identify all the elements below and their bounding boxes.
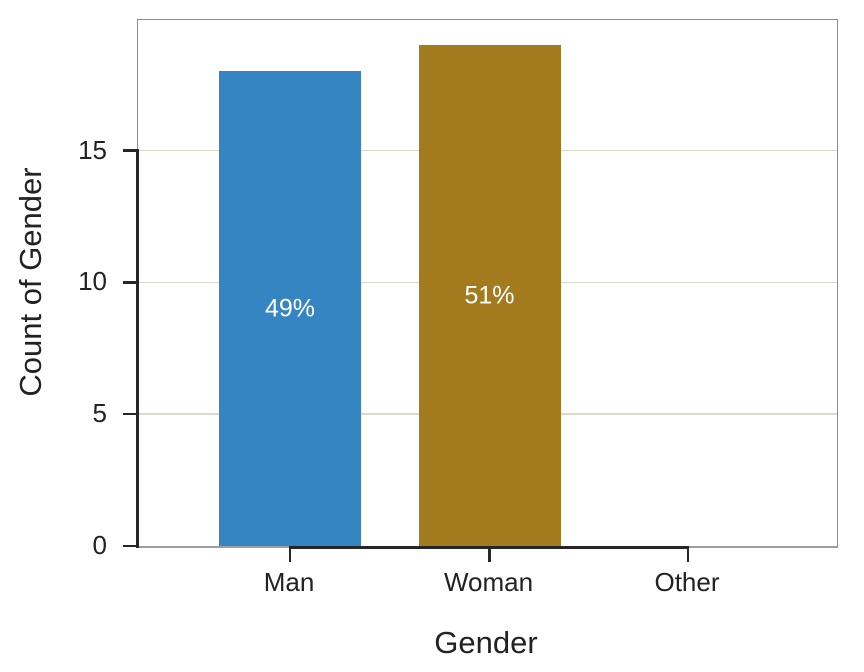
x-axis-title: Gender [434, 625, 538, 660]
bar-label-woman: 51% [464, 281, 515, 310]
y-tick-label-15: 15 [78, 134, 107, 165]
y-tick-0 [123, 544, 136, 548]
y-tick-10 [123, 281, 136, 284]
bar-man [219, 71, 361, 546]
x-tick-label-woman: Woman [443, 567, 534, 597]
x-tick-label-man: Man [263, 567, 315, 597]
bar-woman [418, 45, 561, 546]
y-tick-5 [123, 412, 136, 416]
y-tick-15 [123, 149, 136, 152]
plot-area: 49% 51% [123, 19, 838, 562]
y-tick-label-10: 10 [78, 266, 107, 297]
y-tick-label-0: 0 [92, 530, 107, 560]
x-axis-spine [288, 546, 690, 549]
x-tick-man [288, 548, 292, 562]
x-tick-label-other: Other [654, 567, 720, 597]
x-tick-woman [488, 548, 491, 562]
bar-label-man: 49% [264, 294, 316, 323]
y-tick-label-5: 5 [92, 398, 107, 429]
y-axis-spine [136, 149, 139, 549]
x-tick-other [686, 548, 690, 562]
